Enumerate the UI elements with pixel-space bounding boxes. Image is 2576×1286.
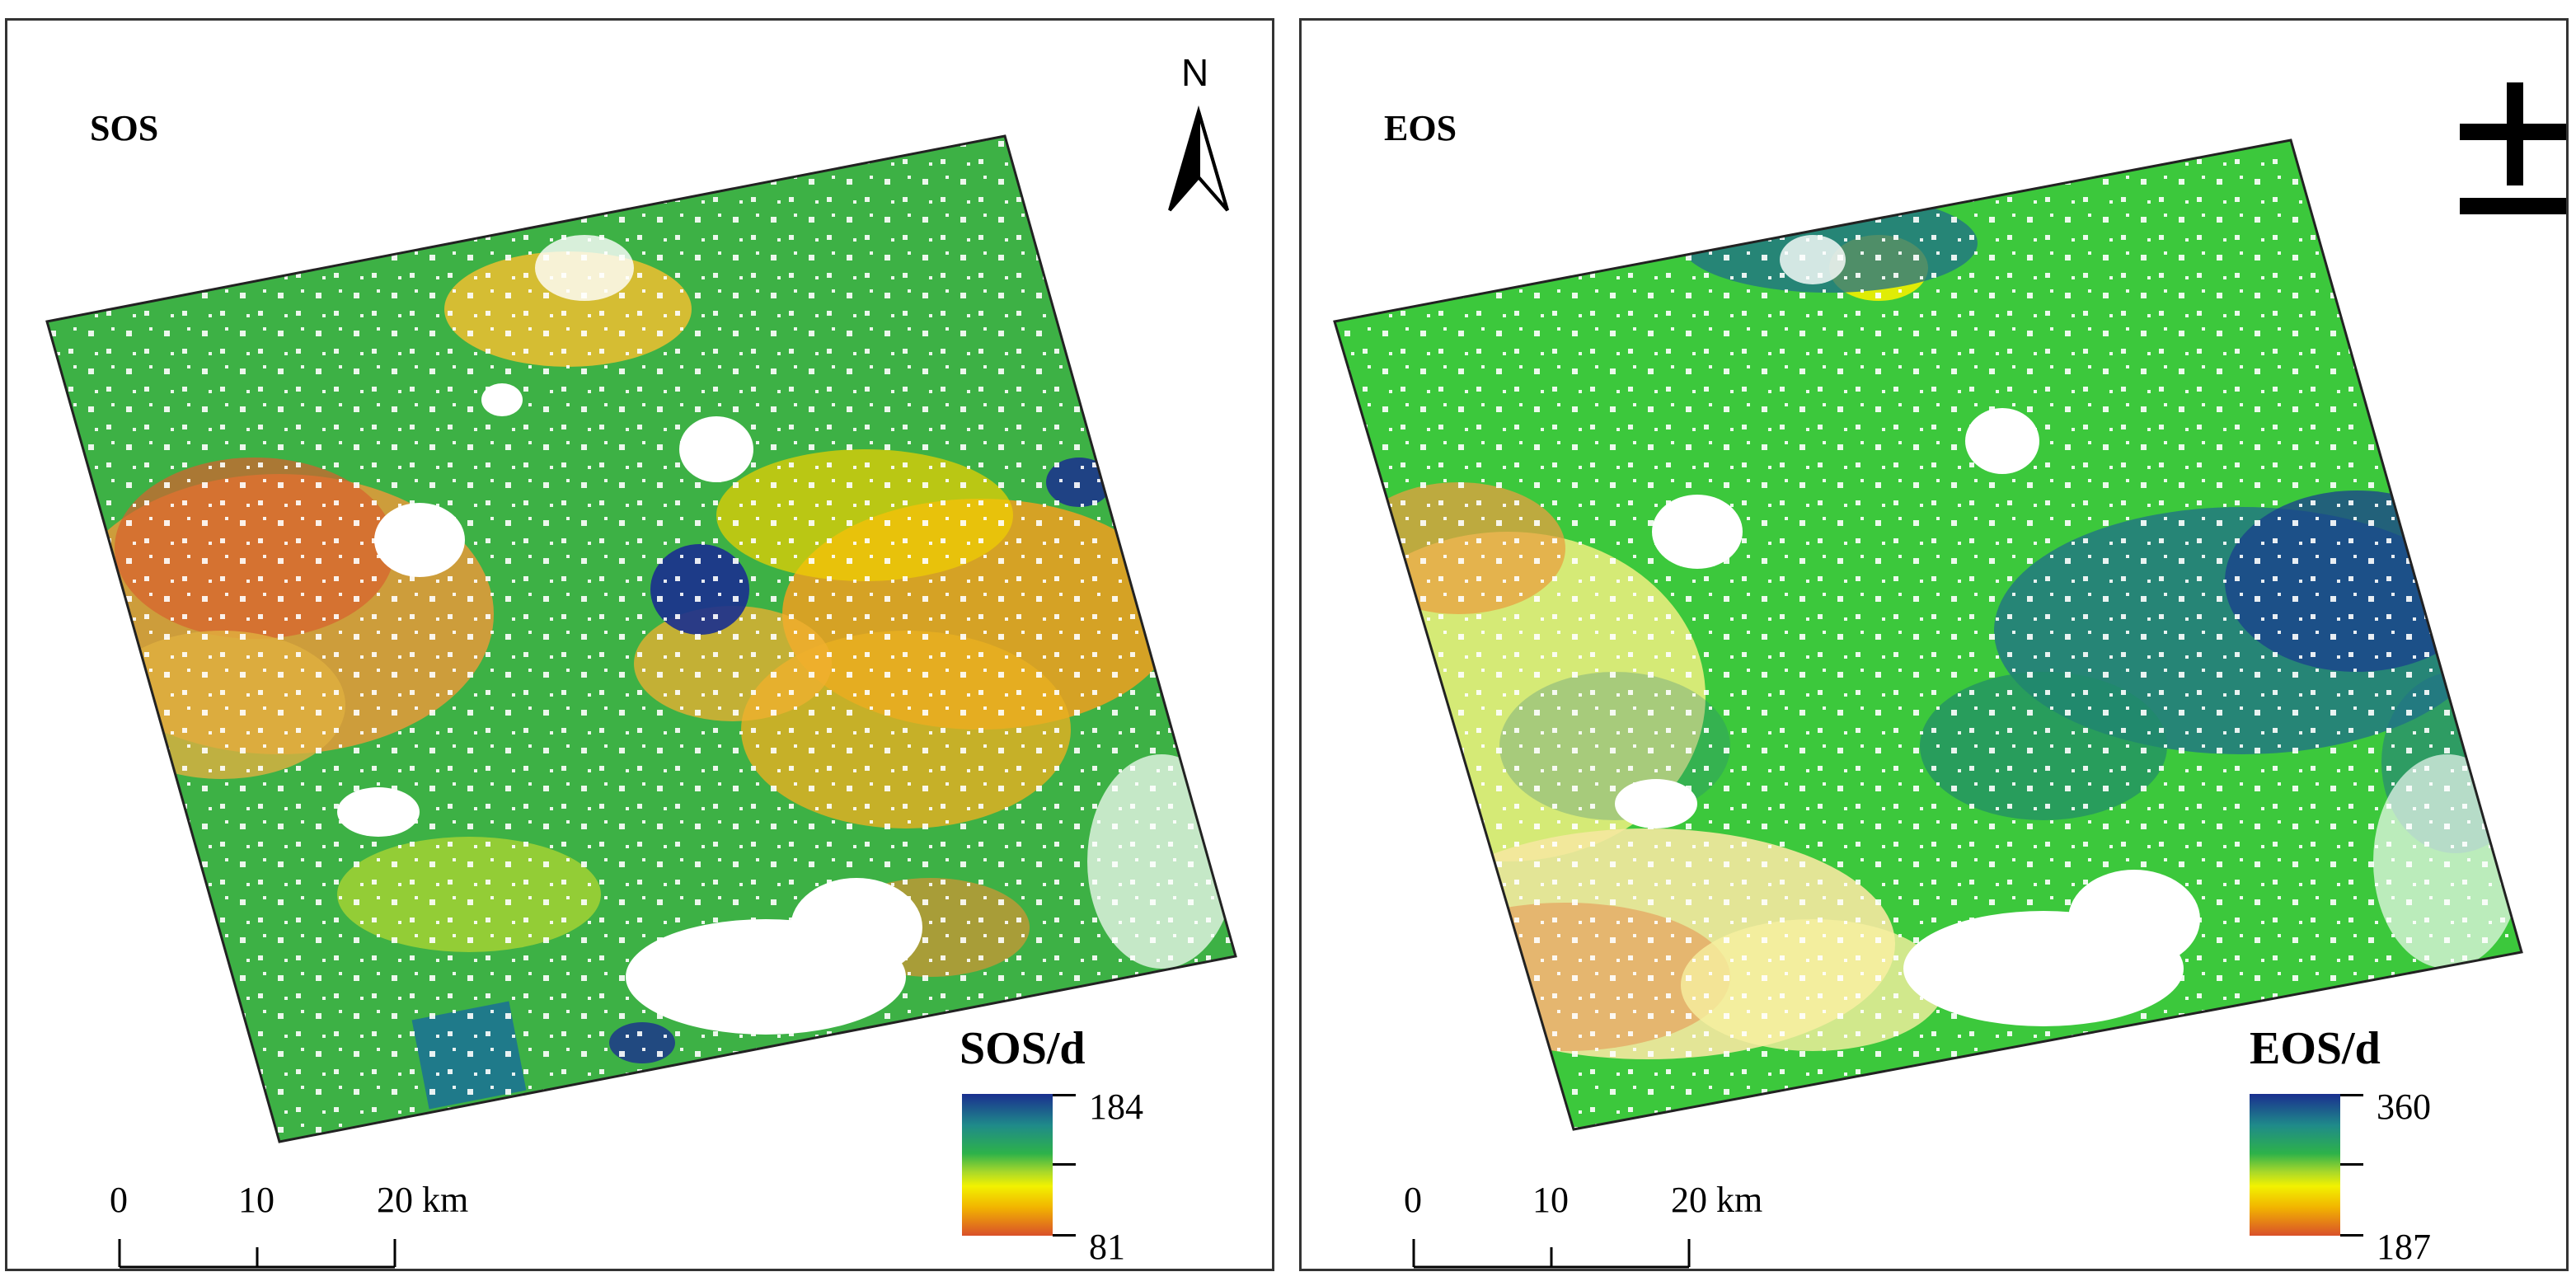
eos-legend-title: EOS/d: [2250, 1023, 2381, 1074]
sos-scale-label-10: 10: [238, 1180, 274, 1220]
sos-scale-bar: [118, 1239, 396, 1269]
north-symbol-icon: [2460, 82, 2566, 214]
eos-legend-max: 360: [2377, 1087, 2431, 1127]
north-arrow-icon: [1168, 105, 1229, 212]
sos-legend-title: SOS/d: [960, 1023, 1086, 1074]
sos-legend-min: 81: [1089, 1227, 1125, 1267]
sos-panel-title: SOS: [90, 108, 159, 148]
sos-scale-label-20: 20 km: [377, 1180, 469, 1220]
eos-legend-tick-mid: [2340, 1163, 2363, 1166]
eos-legend-tick-max: [2340, 1094, 2363, 1096]
sos-raster-map: [45, 134, 1237, 1143]
sos-legend-tick-min: [1053, 1234, 1076, 1237]
eos-scale-bar: [1412, 1239, 1691, 1269]
sos-legend-tick-mid: [1053, 1163, 1076, 1166]
sos-legend-max: 184: [1089, 1087, 1143, 1127]
eos-color-ramp: [2250, 1094, 2340, 1236]
eos-raster-map: [1333, 138, 2523, 1131]
eos-legend-min: 187: [2377, 1227, 2431, 1267]
eos-scale-label-20: 20 km: [1671, 1180, 1763, 1220]
eos-panel-title: EOS: [1384, 108, 1457, 148]
eos-scale-label-0: 0: [1404, 1180, 1422, 1220]
sos-legend-tick-max: [1053, 1094, 1076, 1096]
eos-scale-label-10: 10: [1532, 1180, 1569, 1220]
sos-scale-label-0: 0: [110, 1180, 128, 1220]
sos-map-panel: SOS N SOS/d 184 81 0 10 20 km: [5, 18, 1274, 1271]
sos-color-ramp: [962, 1094, 1053, 1236]
eos-legend-tick-min: [2340, 1234, 2363, 1237]
eos-map-panel: EOS EOS/d 360 187 0 10 20 km: [1299, 18, 2569, 1271]
north-label: N: [1181, 51, 1209, 94]
